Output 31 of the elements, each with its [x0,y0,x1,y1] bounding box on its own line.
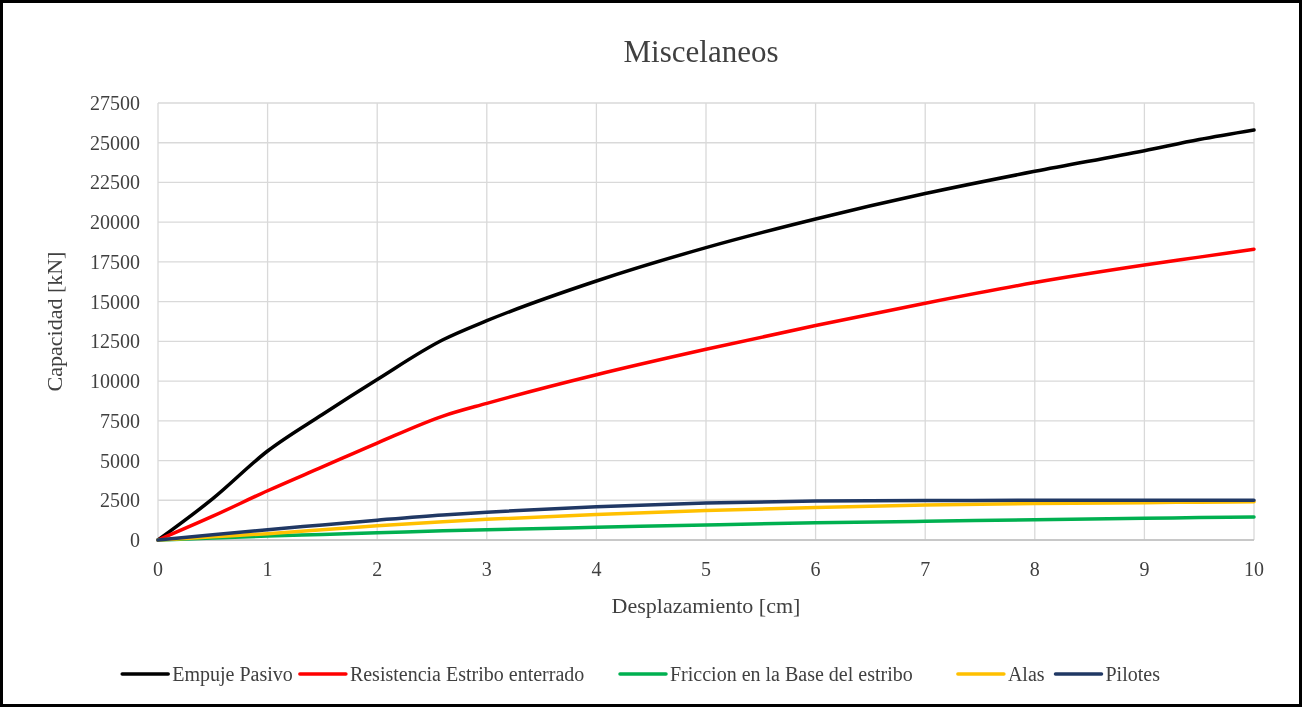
x-tick-label: 7 [920,558,931,580]
chart-title: Miscelaneos [623,34,779,69]
x-tick-label: 5 [701,558,711,580]
y-tick-label: 0 [130,529,140,551]
legend-label: Empuje Pasivo [172,663,293,686]
x-tick-label: 10 [1244,558,1264,580]
x-tick-label: 6 [810,558,821,580]
x-tick-label: 0 [153,558,163,580]
y-tick-label: 17500 [90,250,140,273]
legend-label: Pilotes [1105,663,1161,685]
legend-label: Alas [1007,663,1045,685]
x-tick-label: 8 [1029,558,1040,580]
y-axis-title: Capacidad [kN] [42,251,67,392]
y-tick-label: 2500 [100,489,140,512]
x-tick-label: 1 [262,558,273,580]
x-tick-label: 4 [591,558,602,580]
y-tick-label: 20000 [90,211,140,234]
y-tick-label: 7500 [100,409,140,432]
y-tick-label: 22500 [90,171,140,194]
x-axis-title: Desplazamiento [cm] [611,593,801,618]
x-tick-label: 3 [481,558,492,580]
y-tick-label: 15000 [90,290,140,313]
legend-label: Resistencia Estribo enterrado [349,663,585,685]
y-tick-label: 5000 [100,449,140,472]
x-tick-label: 2 [372,558,383,580]
x-tick-label: 9 [1139,558,1150,580]
y-tick-label: 27500 [90,92,140,114]
y-tick-label: 25000 [90,131,140,154]
y-tick-label: 12500 [90,330,140,353]
y-tick-label: 10000 [90,370,140,393]
legend-label: Friccion en la Base del estribo [670,663,913,685]
